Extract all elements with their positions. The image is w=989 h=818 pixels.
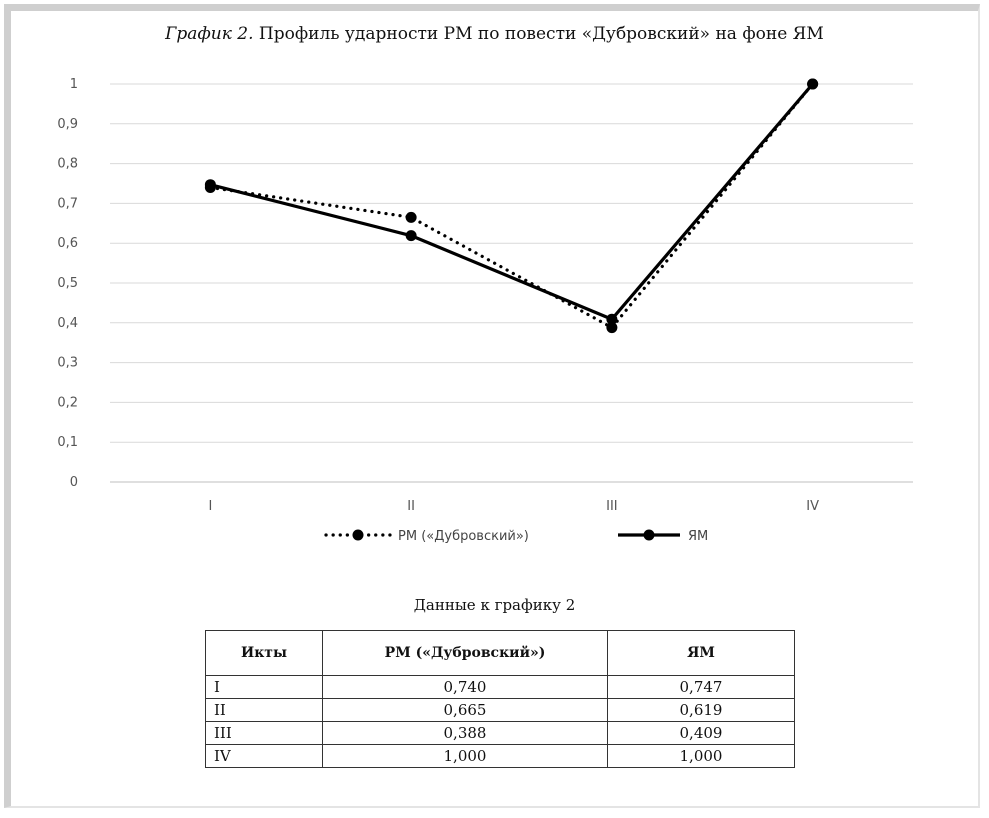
data-point xyxy=(204,179,216,191)
chart-title: График 2. Профиль ударности РМ по повест… xyxy=(0,24,989,44)
table-cell: 0,740 xyxy=(322,675,608,699)
data-point xyxy=(405,230,417,242)
table-cell: 0,619 xyxy=(607,698,795,722)
table-cell: 1,000 xyxy=(322,744,608,768)
table-row: II 0,665 0,619 xyxy=(205,698,795,722)
table-cell: 0,747 xyxy=(607,675,795,699)
table-row: III 0,388 0,409 xyxy=(205,721,795,745)
table-cell: 0,409 xyxy=(607,721,795,745)
y-tick-label: 0,3 xyxy=(57,356,78,371)
chart-title-text: Профиль ударности РМ по повести «Дубровс… xyxy=(253,24,824,44)
table-cell: 0,388 xyxy=(322,721,608,745)
table-caption: Данные к графику 2 xyxy=(413,596,576,614)
y-tick-label: 1 xyxy=(70,77,78,92)
chart-legend: РМ («Дубровский») ЯМ xyxy=(324,529,708,544)
legend-marker xyxy=(643,529,655,541)
x-axis-ticks: I II III IV xyxy=(208,499,819,514)
series-line xyxy=(209,82,814,321)
chart-series xyxy=(204,78,819,334)
table-row: IV 1,000 1,000 xyxy=(205,744,795,768)
y-tick-label: 0,2 xyxy=(57,395,78,410)
chart-title-prefix: График 2. xyxy=(165,24,254,44)
data-table: Икты РМ («Дубровский») ЯМ I 0,740 0,747 … xyxy=(205,630,795,768)
y-tick-label: 0,4 xyxy=(57,316,78,331)
chart-grid xyxy=(110,83,913,483)
table-row: I 0,740 0,747 xyxy=(205,675,795,699)
x-tick-label: IV xyxy=(806,499,819,514)
data-point xyxy=(807,78,819,90)
table-cell: I xyxy=(205,675,323,699)
data-point xyxy=(606,313,618,325)
table-cell: 1,000 xyxy=(607,744,795,768)
table-cell: III xyxy=(205,721,323,745)
table-cell: II xyxy=(205,698,323,722)
data-point xyxy=(606,322,618,334)
table-cell: IV xyxy=(205,744,323,768)
legend-marker xyxy=(352,529,364,541)
y-tick-label: 0,7 xyxy=(57,196,78,211)
x-tick-label: III xyxy=(606,499,618,514)
table-cell: 0,665 xyxy=(322,698,608,722)
y-tick-label: 0 xyxy=(70,475,78,490)
y-tick-label: 0,1 xyxy=(57,435,78,450)
table-header-cell: ЯМ xyxy=(607,630,795,676)
legend-label: ЯМ xyxy=(688,529,708,544)
x-tick-label: I xyxy=(208,499,212,514)
y-axis-ticks: 0 0,1 0,2 0,3 0,4 0,5 0,6 0,7 0,8 0,9 1 xyxy=(57,77,78,490)
y-tick-label: 0,6 xyxy=(57,236,78,251)
y-tick-label: 0,5 xyxy=(57,276,78,291)
x-tick-label: II xyxy=(407,499,415,514)
y-tick-label: 0,8 xyxy=(57,157,78,172)
line-chart: 00,10,20,30,40,50,60,70,80,91 I II III IV Р… xyxy=(57,77,913,544)
series-line xyxy=(208,82,815,330)
table-header-row: Икты РМ («Дубровский») ЯМ xyxy=(205,630,795,676)
table-header-cell: Икты xyxy=(205,630,323,676)
table-header-cell: РМ («Дубровский») xyxy=(322,630,608,676)
data-point xyxy=(405,211,417,223)
y-tick-label: 0,9 xyxy=(57,117,78,132)
legend-label: РМ («Дубровский») xyxy=(398,529,529,544)
